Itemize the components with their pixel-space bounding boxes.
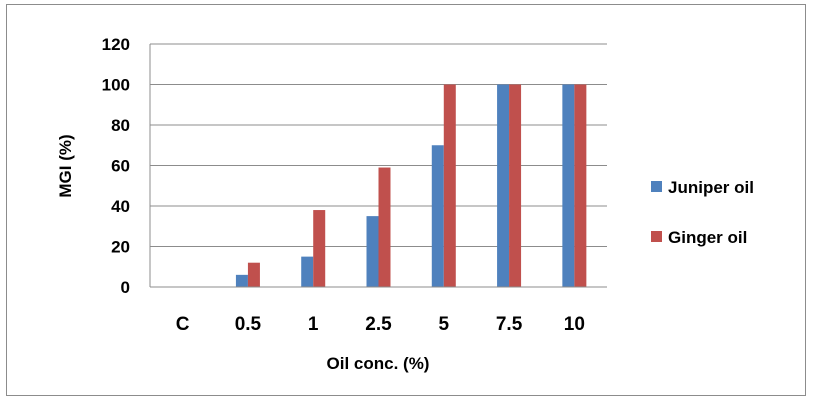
bar-juniper-oil-2.5	[366, 216, 379, 287]
x-tick-label: C	[176, 314, 190, 335]
x-tick-label: 1	[308, 314, 319, 335]
x-axis-title: Oil conc. (%)	[327, 354, 430, 373]
y-tick-label: 0	[121, 278, 130, 297]
bar-ginger-oil-5	[443, 84, 456, 287]
y-tick-label: 60	[111, 157, 130, 176]
bar-juniper-oil-0.5	[235, 274, 248, 287]
y-tick-label: 20	[111, 238, 130, 257]
labels: 0 20 40 60 80 100 120 C 0.5 1 2.5 5 7.5 10	[102, 35, 585, 335]
bar-juniper-oil-7.5	[497, 84, 510, 287]
bar-ginger-oil-10	[574, 84, 587, 287]
bar-juniper-oil-10	[562, 84, 575, 287]
legend-label-juniper-oil: Juniper oil	[668, 178, 754, 197]
bars	[235, 84, 587, 287]
gridlines	[150, 43, 607, 247]
bar-juniper-oil-1	[301, 256, 314, 287]
x-tick-label: 2.5	[365, 314, 392, 335]
legend: Juniper oil Ginger oil	[651, 178, 754, 247]
bar-ginger-oil-7.5	[509, 84, 522, 287]
x-tick-label: 0.5	[235, 314, 262, 335]
y-axis-title: MGI (%)	[56, 134, 75, 197]
bar-juniper-oil-5	[431, 145, 444, 287]
y-tick-label: 120	[102, 35, 130, 54]
chart-frame	[6, 4, 806, 396]
y-tick-label: 40	[111, 197, 130, 216]
y-tick-label: 80	[111, 116, 130, 135]
x-tick-label: 10	[564, 314, 585, 335]
y-tick-label: 100	[102, 76, 130, 95]
legend-swatch-juniper-oil	[651, 181, 662, 192]
bar-ginger-oil-0.5	[247, 262, 260, 287]
bar-ginger-oil-2.5	[378, 167, 391, 287]
bar-ginger-oil-1	[313, 210, 326, 287]
x-tick-label: 7.5	[496, 314, 523, 335]
legend-label-ginger-oil: Ginger oil	[668, 228, 747, 247]
axes	[149, 44, 607, 288]
legend-swatch-ginger-oil	[651, 231, 662, 242]
x-tick-label: 5	[438, 314, 449, 335]
